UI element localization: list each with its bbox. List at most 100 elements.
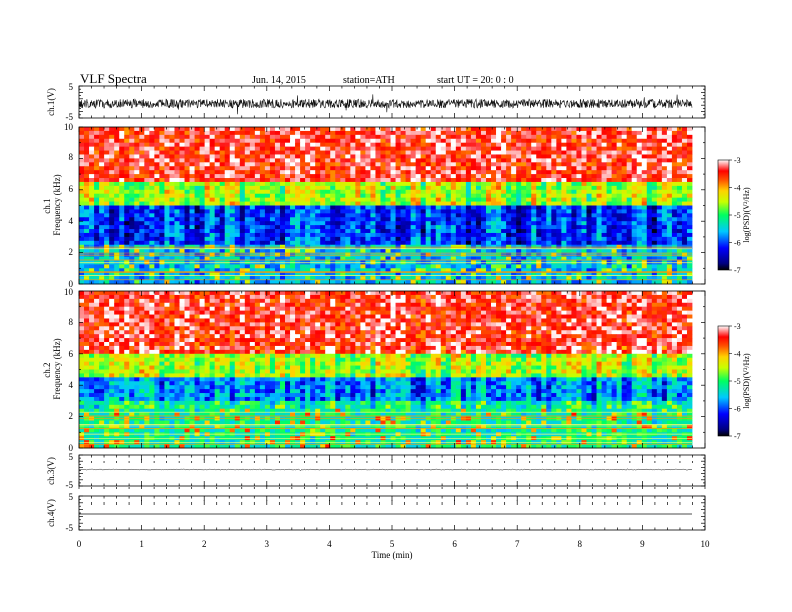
spectrogram-1-cell [99, 264, 105, 269]
spectrogram-1-cell [616, 154, 623, 159]
spectrogram-1-cell [430, 248, 437, 254]
spectrogram-1-cell [320, 193, 326, 199]
spectrogram-1-cell [435, 174, 442, 179]
spectrogram-1-cell [506, 185, 512, 191]
spectrogram-1-cell [480, 138, 487, 144]
spectrogram-1-cell [209, 150, 216, 155]
spectrogram-1-cell [345, 178, 351, 183]
spectrogram-2-cell [415, 291, 422, 296]
spectrogram-1-cell [144, 232, 150, 238]
spectrogram-1-cell [249, 229, 256, 234]
spectrogram-1-cell [601, 142, 607, 148]
spectrogram-1-cell [259, 138, 266, 144]
spectrogram-1-cell [516, 150, 522, 155]
spectrogram-1-cell [84, 193, 90, 199]
spectrogram-1-cell [676, 174, 683, 179]
spectrogram-1-cell [380, 268, 386, 273]
spectrogram-1-cell [455, 166, 462, 171]
spectrogram-1-cell [259, 134, 266, 140]
spectrogram-1-cell [325, 209, 331, 214]
spectrogram-1-cell [455, 162, 462, 167]
spectrogram-1-cell [380, 232, 386, 238]
spectrogram-1-cell [310, 185, 316, 191]
spectrogram-1-cell [551, 166, 557, 171]
spectrogram-1-cell [681, 232, 688, 238]
spectrogram-1-cell [435, 205, 442, 210]
spectrogram-1-cell [465, 229, 472, 234]
spectrogram-1-cell [646, 170, 653, 175]
spectrogram-1-cell [470, 142, 477, 148]
spectrogram-1-cell [460, 213, 467, 218]
spectrogram-1-cell [350, 213, 356, 218]
spectrogram-1-cell [641, 193, 648, 199]
spectrogram-1-cell [285, 134, 291, 140]
spectrogram-1-cell [164, 256, 170, 261]
spectrogram-1-cell [119, 193, 125, 199]
spectrogram-1-cell [626, 272, 633, 277]
spectrogram-1-cell [164, 276, 170, 281]
spectrogram-1-cell [239, 221, 246, 226]
spectrogram-1-cell [425, 134, 432, 140]
spectrogram-1-cell [485, 272, 492, 277]
spectrogram-1-cell [224, 240, 231, 246]
spectrogram-1-cell [581, 280, 587, 285]
spectrogram-1-cell [129, 185, 135, 191]
spectrogram-1-cell [380, 158, 386, 163]
spectrogram-1-cell [79, 193, 85, 199]
spectrogram-1-cell [355, 127, 361, 132]
spectrogram-1-cell [375, 158, 381, 163]
spectrogram-1-cell [310, 276, 316, 281]
spectrogram-1-cell [671, 221, 678, 226]
spectrogram-1-cell [501, 272, 507, 277]
spectrogram-1-cell [164, 134, 170, 140]
spectrogram-1-cell [621, 150, 628, 155]
spectrogram-1-cell [129, 232, 135, 238]
spectrogram-1-cell [571, 166, 577, 171]
spectrogram-1-cell [194, 181, 200, 187]
spectrogram-1-cell [139, 189, 145, 195]
spectrogram-1-cell [149, 138, 155, 144]
spectrogram-1-cell [129, 170, 135, 175]
spectrogram-1-cell [440, 181, 447, 187]
spectrogram-1-cell [445, 209, 452, 214]
spectrogram-2-cell [244, 291, 251, 296]
spectrogram-1-cell [686, 256, 693, 261]
spectrogram-1-cell [646, 146, 653, 151]
spectrogram-1-cell [676, 166, 683, 171]
spectrogram-1-cell [79, 248, 85, 254]
spectrogram-1-cell [224, 189, 231, 195]
spectrogram-2-cell [124, 291, 130, 296]
spectrogram-1-cell [254, 181, 261, 187]
spectrogram-2-cell [385, 291, 391, 296]
spectrogram-1-cell [249, 240, 256, 246]
spectrogram-1-cell [365, 154, 371, 159]
spectrogram-1-cell [425, 264, 432, 269]
spectrogram-1-cell [395, 193, 401, 199]
spectrogram-1-cell [315, 130, 321, 136]
spectrogram-1-cell [259, 162, 266, 167]
spectrogram-1-cell [355, 158, 361, 163]
spectrogram-1-cell [465, 201, 472, 206]
spectrogram-1-cell [390, 162, 396, 167]
spectrogram-1-cell [616, 142, 623, 148]
spectrogram-1-cell [184, 217, 190, 222]
spectrogram-1-cell [686, 280, 693, 285]
spectrogram-1-cell [541, 280, 547, 285]
spectrogram-1-cell [290, 217, 296, 222]
spectrogram-1-cell [99, 268, 105, 273]
spectrogram-1-cell [686, 236, 693, 242]
spectrogram-1-cell [164, 280, 170, 285]
spectrogram-1-cell [264, 185, 271, 191]
spectrogram-1-cell [410, 280, 417, 285]
spectrogram-1-cell [601, 178, 607, 183]
spectrogram-1-cell [671, 248, 678, 254]
spectrogram-1-cell [279, 264, 286, 269]
spectrogram-1-cell [214, 166, 221, 171]
spectrogram-1-cell [430, 205, 437, 210]
spectrogram-1-cell [516, 127, 522, 132]
spectrogram-1-cell [400, 174, 406, 179]
spectrogram-1-cell [320, 127, 326, 132]
spectrogram-1-cell [320, 142, 326, 148]
spectrogram-1-cell [440, 240, 447, 246]
spectrogram-1-cell [315, 178, 321, 183]
